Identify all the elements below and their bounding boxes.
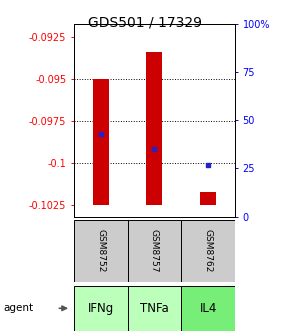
Text: IL4: IL4 <box>200 302 217 315</box>
Text: agent: agent <box>3 303 33 313</box>
Bar <box>128 220 181 282</box>
Bar <box>74 220 128 282</box>
Text: GSM8752: GSM8752 <box>96 229 105 273</box>
Bar <box>93 79 109 205</box>
Bar <box>146 52 162 205</box>
Text: IFNg: IFNg <box>88 302 114 315</box>
Text: GDS501 / 17329: GDS501 / 17329 <box>88 15 202 29</box>
Text: TNFa: TNFa <box>140 302 169 315</box>
Text: GSM8762: GSM8762 <box>204 229 213 273</box>
Text: GSM8757: GSM8757 <box>150 229 159 273</box>
Bar <box>181 286 235 331</box>
Bar <box>128 286 181 331</box>
Bar <box>181 220 235 282</box>
Bar <box>74 286 128 331</box>
Bar <box>200 192 216 205</box>
